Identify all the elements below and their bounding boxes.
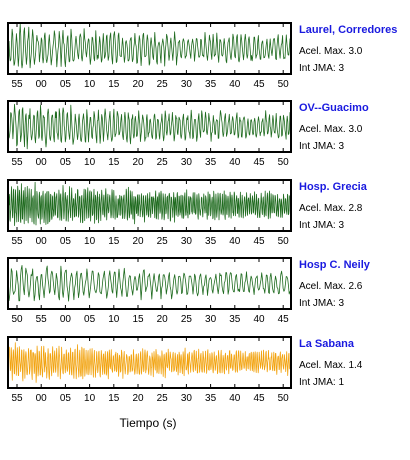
- x-tick-label: 10: [84, 157, 96, 168]
- x-tick-label: 30: [181, 393, 193, 404]
- x-tick-label: 15: [108, 157, 120, 168]
- x-tick-label: 05: [60, 393, 72, 404]
- x-tick-label: 20: [132, 393, 144, 404]
- x-tick-label: 50: [11, 314, 23, 325]
- panel-2: 55 00 05 10 15 20 25 30 35 40 45 50 OV--Guacimo Acel.…: [7, 100, 369, 168]
- x-tick-label: 00: [36, 393, 48, 404]
- x-tick-label: 35: [229, 314, 241, 325]
- x-tick-label: 40: [229, 79, 241, 90]
- x-tick-label: 15: [108, 79, 120, 90]
- x-tick-label: 45: [278, 314, 290, 325]
- x-tick-label: 00: [36, 157, 48, 168]
- panel-frame: [7, 257, 292, 310]
- x-tick-label: 15: [108, 236, 120, 247]
- x-axis-label: Tiempo (s): [120, 416, 177, 430]
- acel-max: Acel. Max. 1.4: [299, 360, 363, 371]
- x-tick-label: 40: [229, 393, 241, 404]
- panel-frame: [7, 179, 292, 232]
- x-tick-label: 45: [253, 393, 265, 404]
- waveform-trace: [9, 24, 290, 69]
- waveform-trace: [9, 103, 290, 150]
- x-tick-label: 25: [157, 393, 169, 404]
- int-jma: Int JMA: 3: [299, 220, 344, 231]
- x-tick-label: 30: [181, 79, 193, 90]
- x-tick-label: 55: [36, 314, 48, 325]
- x-tick-label: 55: [11, 393, 23, 404]
- station-name: Hosp. Grecia: [299, 181, 368, 193]
- x-tick-label: 25: [157, 236, 169, 247]
- x-tick-label: 45: [253, 157, 265, 168]
- int-jma: Int JMA: 3: [299, 141, 344, 152]
- x-tick-label: 20: [132, 79, 144, 90]
- station-name: La Sabana: [299, 338, 355, 350]
- x-tick-label: 00: [36, 236, 48, 247]
- x-tick-label: 35: [205, 393, 217, 404]
- x-tick-label: 30: [181, 157, 193, 168]
- x-tick-label: 55: [11, 157, 23, 168]
- x-tick-label: 05: [60, 79, 72, 90]
- panel-1: 55 00 05 10 15 20 25 30 35 40 45 50 Laurel, Corredor…: [7, 22, 397, 90]
- x-tick-label: 35: [205, 79, 217, 90]
- x-tick-label: 35: [205, 236, 217, 247]
- x-tick-label: 25: [181, 314, 193, 325]
- x-tick-label: 10: [108, 314, 120, 325]
- int-jma: Int JMA: 3: [299, 298, 344, 309]
- panel-frame: [7, 336, 292, 389]
- x-tick-label: 50: [278, 236, 290, 247]
- acel-max: Acel. Max. 3.0: [299, 46, 363, 57]
- x-tick-label: 05: [84, 314, 96, 325]
- x-tick-label: 40: [229, 157, 241, 168]
- x-tick-label: 15: [108, 393, 120, 404]
- x-tick-label: 20: [132, 157, 144, 168]
- x-tick-label: 45: [253, 79, 265, 90]
- station-name: OV--Guacimo: [299, 102, 369, 114]
- x-tick-label: 30: [205, 314, 217, 325]
- int-jma: Int JMA: 1: [299, 377, 344, 388]
- panel-3: 55 00 05 10 15 20 25 30 35 40 45 50 Hosp. Grecia Acel…: [7, 179, 368, 247]
- x-tick-label: 00: [36, 79, 48, 90]
- x-tick-label: 20: [132, 236, 144, 247]
- acel-max: Acel. Max. 2.6: [299, 281, 363, 292]
- panel-4: 50 55 00 05 10 15 20 25 30 35 40 45 Hosp C. Neily Ace…: [7, 257, 371, 325]
- x-tick-label: 55: [11, 236, 23, 247]
- panel-5: 55 00 05 10 15 20 25 30 35 40 45 50 La Sabana Acel. M…: [7, 336, 363, 404]
- x-tick-label: 05: [60, 157, 72, 168]
- x-tick-label: 00: [60, 314, 72, 325]
- x-tick-label: 40: [229, 236, 241, 247]
- x-tick-label: 25: [157, 157, 169, 168]
- station-name: Laurel, Corredores: [299, 24, 397, 36]
- panel-frame: [7, 22, 292, 75]
- x-tick-label: 50: [278, 79, 290, 90]
- x-tick-label: 10: [84, 236, 96, 247]
- x-tick-label: 45: [253, 236, 265, 247]
- x-tick-label: 30: [181, 236, 193, 247]
- x-tick-label: 10: [84, 393, 96, 404]
- panels-layer: 55 00 05 10 15 20 25 30 35 40 45 50 Laurel, Corredor…: [7, 22, 397, 404]
- panel-frame: [7, 100, 292, 153]
- x-tick-label: 50: [278, 393, 290, 404]
- int-jma: Int JMA: 3: [299, 63, 344, 74]
- x-tick-label: 50: [278, 157, 290, 168]
- waveform-trace: [9, 181, 290, 227]
- x-tick-label: 35: [205, 157, 217, 168]
- waveform-trace: [9, 342, 290, 383]
- x-tick-label: 15: [132, 314, 144, 325]
- x-tick-label: 10: [84, 79, 96, 90]
- x-tick-label: 25: [157, 79, 169, 90]
- x-tick-label: 05: [60, 236, 72, 247]
- acel-max: Acel. Max. 2.8: [299, 203, 363, 214]
- x-tick-label: 20: [157, 314, 169, 325]
- x-tick-label: 40: [253, 314, 265, 325]
- acel-max: Acel. Max. 3.0: [299, 124, 363, 135]
- waveform-trace: [9, 264, 290, 302]
- station-name: Hosp C. Neily: [299, 259, 371, 271]
- x-tick-label: 55: [11, 79, 23, 90]
